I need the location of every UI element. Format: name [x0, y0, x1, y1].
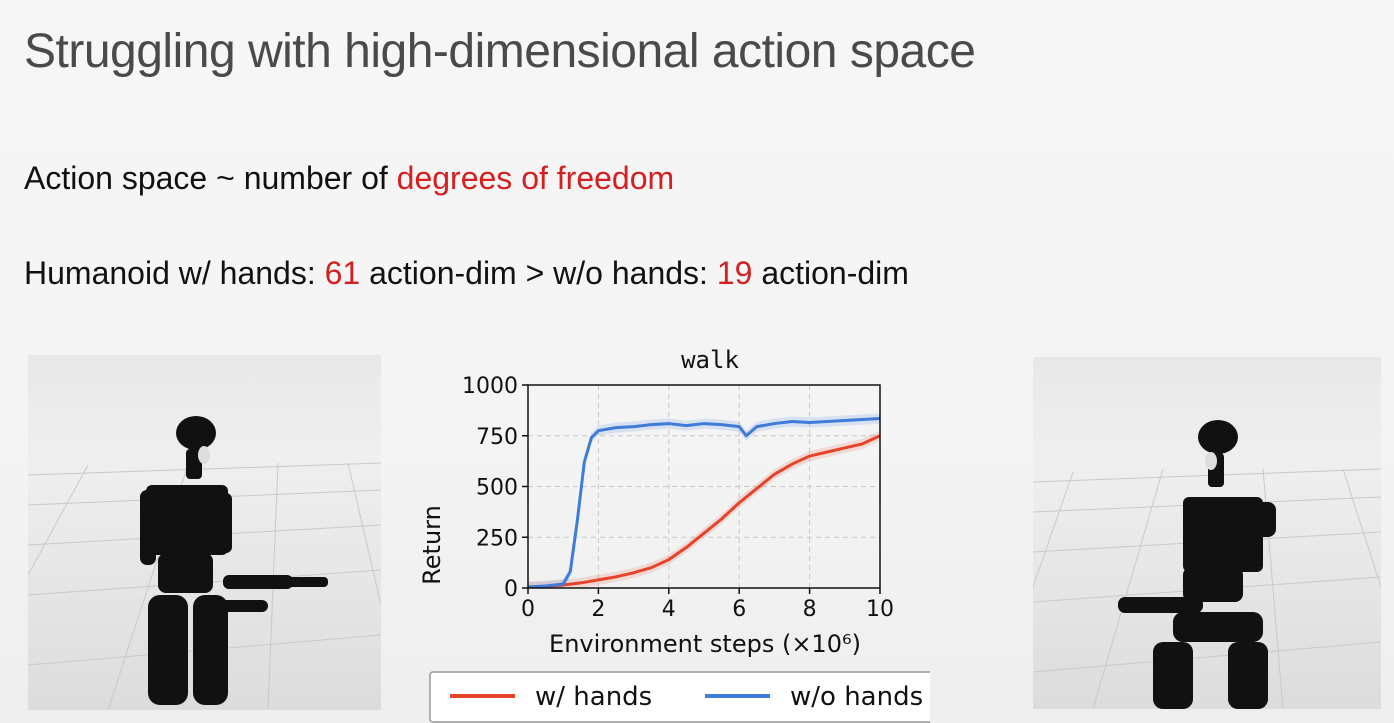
y-tick-label: 750 [476, 425, 518, 450]
action-dim-with-hands: 61 [324, 255, 361, 291]
legend-label: w/o hands [790, 682, 923, 712]
humanoid-with-hands-render [28, 355, 381, 710]
x-tick-label: 6 [732, 597, 746, 622]
degrees-of-freedom-highlight: degrees of freedom [396, 160, 675, 196]
y-tick-label: 1000 [462, 374, 518, 399]
chart-series [527, 413, 881, 589]
y-tick-label: 0 [504, 577, 518, 602]
series-line-1 [527, 416, 881, 589]
slide-title: Struggling with high-dimensional action … [24, 25, 976, 78]
chart-svg: walk 0 2 4 6 8 10 0 250 500 750 1000 Return Enviro… [418, 346, 930, 723]
x-tick-label: 0 [521, 597, 535, 622]
y-tick-label: 500 [476, 476, 518, 501]
x-tick-label: 10 [866, 597, 894, 622]
series-line-0 [527, 434, 881, 589]
x-tick-label: 4 [662, 597, 676, 622]
chart-title: walk [681, 346, 739, 374]
humanoid-without-hands-render [1033, 357, 1381, 709]
comparison-part-3: action-dim [752, 255, 909, 291]
action-space-statement: Action space ~ number of degrees of free… [24, 160, 674, 197]
humanoid-with-hands-image [28, 355, 381, 710]
x-tick-label: 2 [591, 597, 605, 622]
statement-prefix: Action space ~ number of [24, 160, 397, 196]
x-axis-label: Environment steps (×10⁶) [549, 630, 861, 658]
chart-axes: 0 2 4 6 8 10 0 250 500 750 1000 [462, 374, 894, 622]
plot-frame [527, 384, 881, 589]
action-dim-without-hands: 19 [716, 255, 753, 291]
action-dim-comparison: Humanoid w/ hands: 61 action-dim > w/o h… [24, 255, 909, 292]
x-tick-label: 8 [803, 597, 817, 622]
comparison-part-2: action-dim > w/o hands: [360, 255, 717, 291]
series-band [528, 430, 880, 588]
chart-legend: w/ hands w/o hands [429, 671, 930, 723]
legend-box [429, 671, 930, 723]
y-axis-label: Return [418, 505, 446, 585]
y-tick-label: 250 [476, 526, 518, 551]
comparison-part-1: Humanoid w/ hands: [24, 255, 325, 291]
walk-return-chart: walk 0 2 4 6 8 10 0 250 500 750 1000 Return Enviro… [410, 340, 930, 723]
humanoid-without-hands-image [1033, 357, 1381, 709]
legend-label: w/ hands [535, 682, 652, 712]
